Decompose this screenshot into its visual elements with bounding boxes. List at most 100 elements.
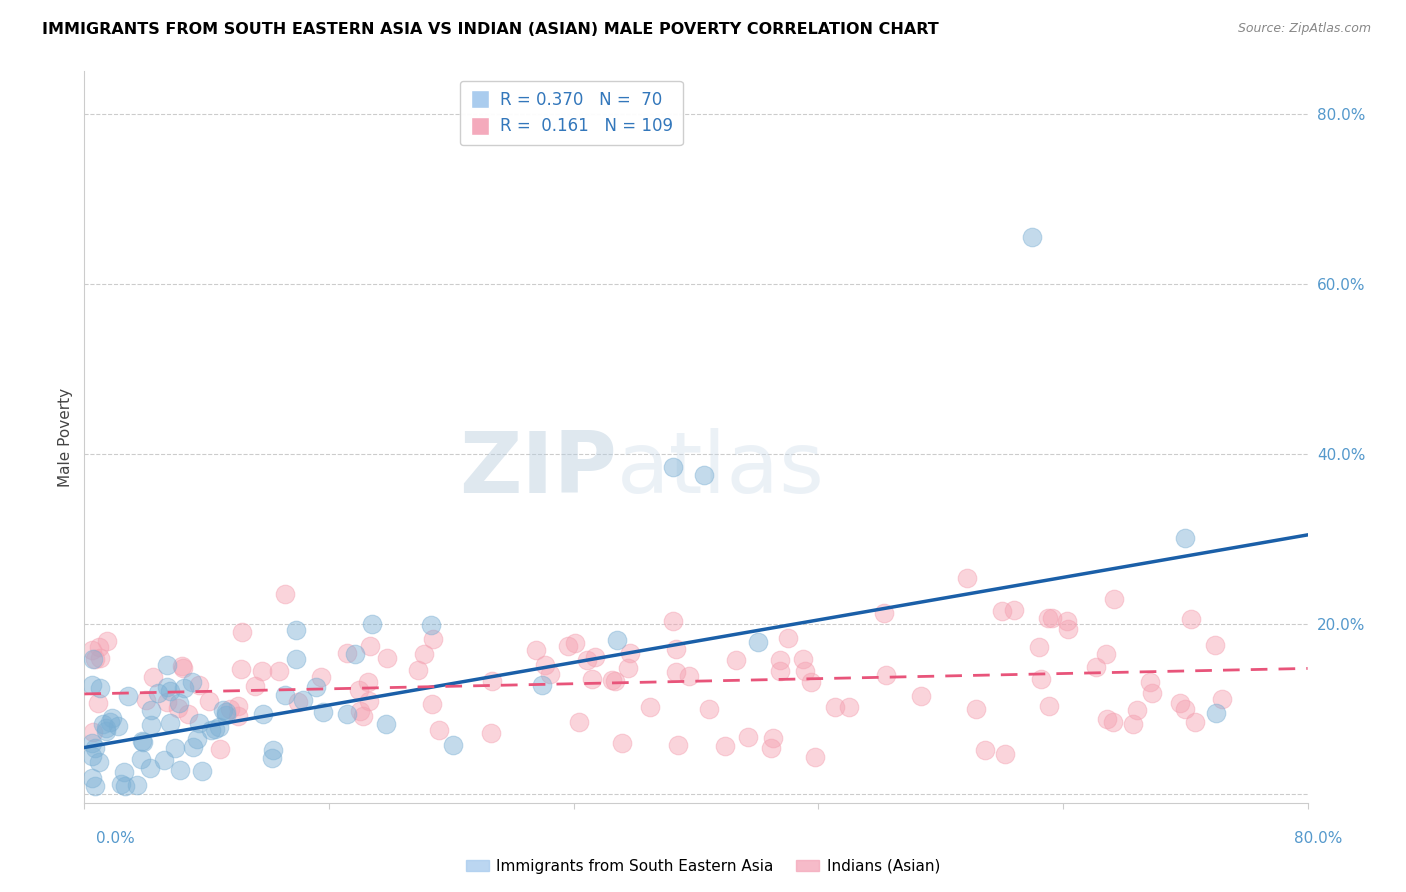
Point [129,752,152,766]
Point [172,660,194,674]
Point [479,725,502,739]
Point [107,719,129,733]
Point [94,722,117,736]
Point [375,717,398,731]
Point [910,689,932,703]
Point [662,614,685,628]
Point [413,648,436,662]
Point [188,715,211,730]
Point [347,682,370,697]
Point [312,705,335,719]
Point [274,688,297,702]
Point [80,771,103,785]
Point [229,662,252,676]
Point [274,587,297,601]
Point [141,718,163,732]
Point [138,761,160,775]
Point [285,623,308,637]
Point [873,607,896,621]
Point [824,699,846,714]
Point [557,639,579,653]
Point [139,703,162,717]
Point [336,646,359,660]
Point [665,642,688,657]
Point [1184,714,1206,729]
Point [1211,691,1233,706]
Legend: Immigrants from South Eastern Asia, Indians (Asian): Immigrants from South Eastern Asia, Indi… [460,853,946,880]
Point [173,681,195,695]
Point [776,631,799,645]
Point [208,720,231,734]
Point [612,736,634,750]
Text: IMMIGRANTS FROM SOUTH EASTERN ASIA VS INDIAN (ASIAN) MALE POVERTY CORRELATION CH: IMMIGRANTS FROM SOUTH EASTERN ASIA VS IN… [42,22,939,37]
Point [96,634,118,648]
Point [600,673,623,687]
Text: 0.0%: 0.0% [96,831,135,846]
Point [666,738,689,752]
Point [794,664,817,678]
Point [1180,612,1202,626]
Point [965,702,987,716]
Point [156,680,179,694]
Point [212,703,235,717]
Point [583,649,606,664]
Point [524,643,547,657]
Point [1102,592,1125,607]
Point [481,673,503,688]
Point [267,665,290,679]
Point [181,675,204,690]
Point [110,777,132,791]
Point [80,748,103,763]
Point [135,693,157,707]
Point [83,741,105,756]
Point [406,663,429,677]
Point [838,700,860,714]
Point [89,756,111,770]
Point [165,741,187,756]
Point [538,666,561,681]
Point [617,661,640,675]
Point [564,636,586,650]
Point [605,674,627,689]
Point [132,735,155,749]
Point [956,571,979,585]
Point [375,651,398,665]
Point [80,642,103,657]
Point [231,624,253,639]
Point [82,652,104,666]
Point [177,706,200,721]
Point [156,657,179,672]
Point [357,675,380,690]
Point [127,779,149,793]
Point [1085,660,1108,674]
Legend: R = 0.370   N =  70, R =  0.161   N = 109: R = 0.370 N = 70, R = 0.161 N = 109 [460,81,683,145]
Text: Source: ZipAtlas.com: Source: ZipAtlas.com [1237,22,1371,36]
Point [91,717,114,731]
Point [204,723,226,737]
Point [1028,640,1050,654]
Point [1056,622,1078,636]
Point [606,633,628,648]
Point [441,738,464,752]
Point [359,694,381,708]
Point [100,715,122,730]
Point [1056,614,1078,628]
Point [875,667,897,681]
Point [142,670,165,684]
Point [80,736,103,750]
Point [1204,638,1226,652]
Point [420,697,443,711]
Point [678,668,700,682]
Text: atlas: atlas [616,428,824,511]
Point [226,709,249,723]
Point [761,741,783,756]
Point [80,678,103,692]
Point [170,658,193,673]
Point [198,693,221,707]
Point [208,742,231,756]
Point [114,779,136,793]
Point [1040,610,1063,624]
Point [215,708,238,723]
Text: ZIP: ZIP [458,428,616,511]
Point [769,653,792,667]
